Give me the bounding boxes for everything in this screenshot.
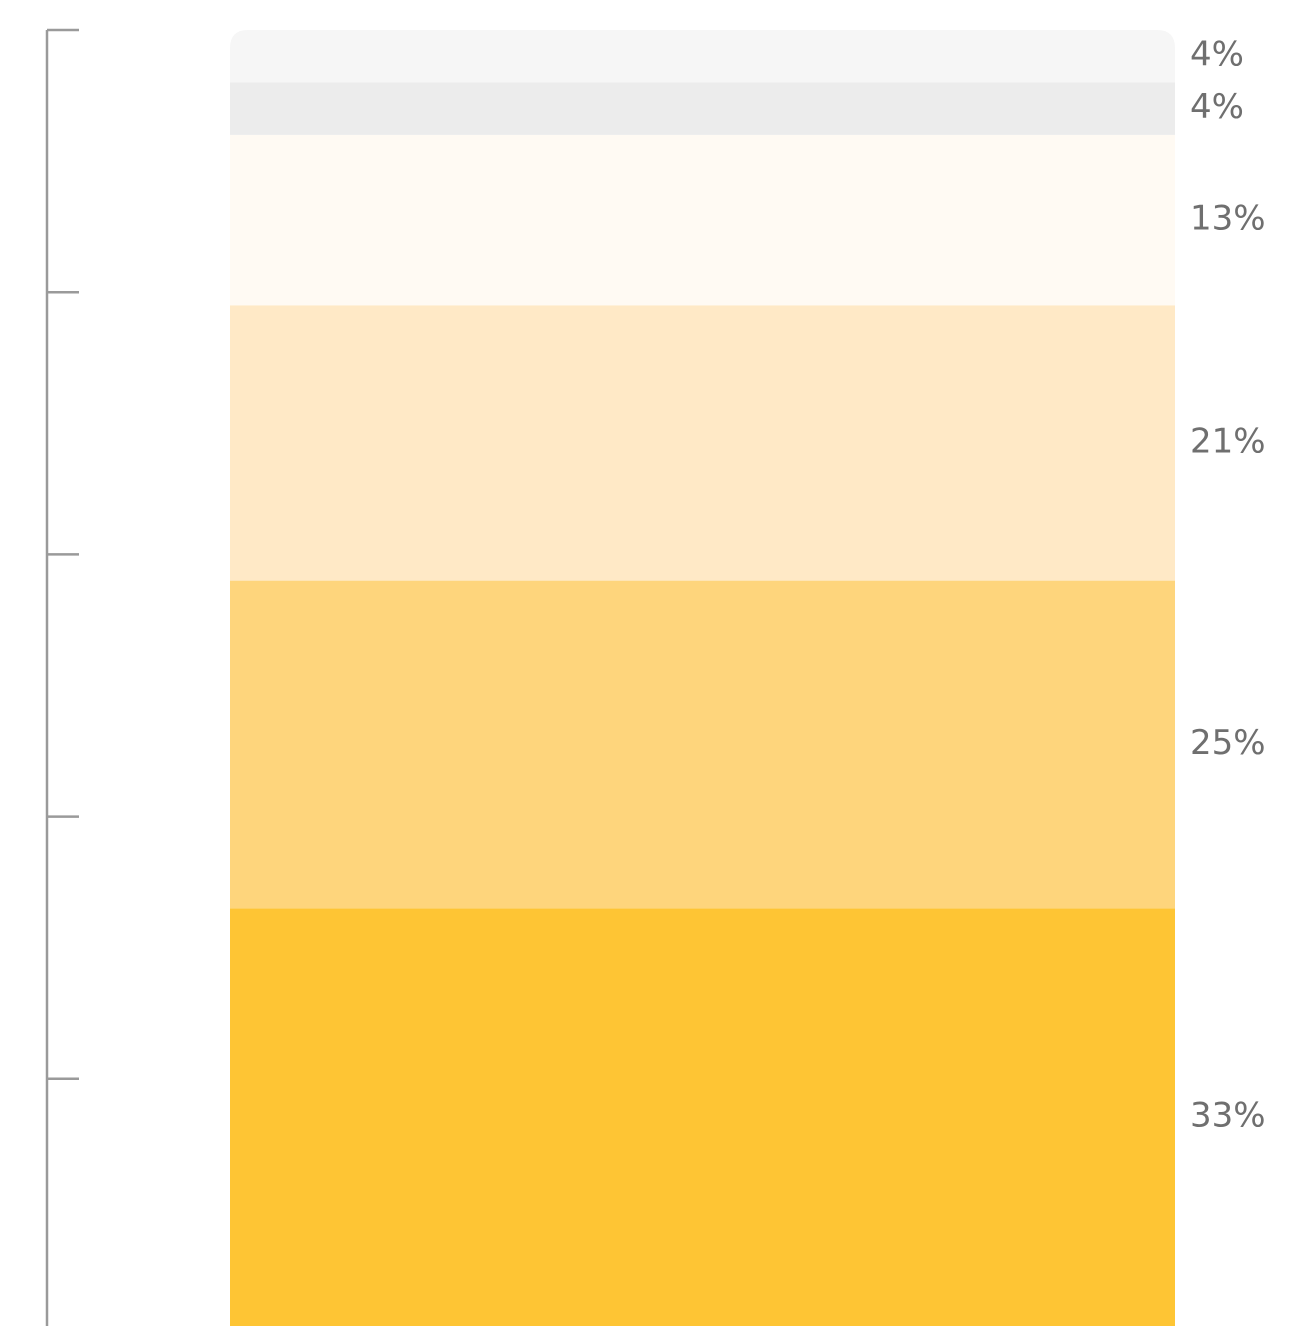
segment-label-3: 21% xyxy=(1190,421,1266,461)
segment-label-5: 4% xyxy=(1190,87,1244,127)
bar-segment-3 xyxy=(230,305,1175,581)
segment-labels: 33% 25% 21% 13% 4% 4% xyxy=(1190,35,1266,1136)
segment-label-6: 4% xyxy=(1190,35,1244,75)
segment-label-2: 25% xyxy=(1190,723,1266,763)
bar-segment-4 xyxy=(230,134,1175,306)
segment-label-4: 13% xyxy=(1190,199,1266,239)
bar-segment-2 xyxy=(230,580,1175,909)
bar-segment-6 xyxy=(230,30,1175,83)
y-axis xyxy=(45,28,79,1326)
bar-segment-1 xyxy=(230,908,1175,1326)
bar-segment-5 xyxy=(230,82,1175,135)
bar-segments xyxy=(230,30,1175,1326)
segment-label-1: 33% xyxy=(1190,1096,1266,1136)
